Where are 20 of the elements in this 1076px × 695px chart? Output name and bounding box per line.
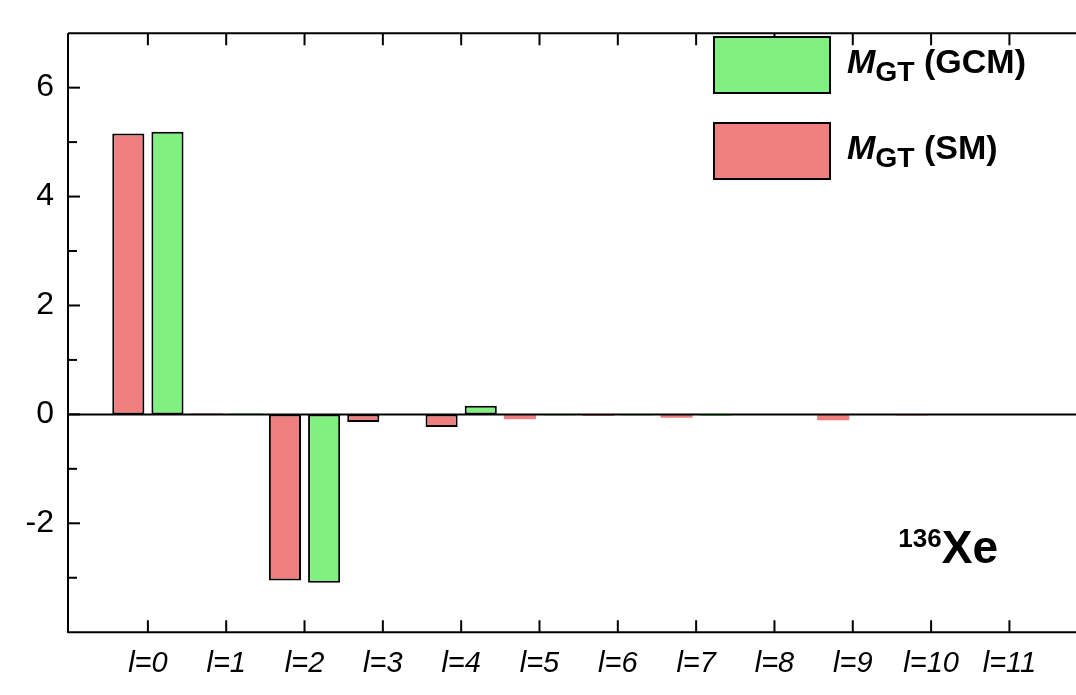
x-tick-label: l=9	[833, 645, 873, 678]
x-tick-label: l=2	[284, 645, 325, 678]
y-tick-label: -2	[25, 503, 54, 540]
x-tick-label: l=5	[519, 645, 561, 678]
x-tick-label: l=3	[363, 645, 403, 678]
annotation: $^{136}$Xe	[898, 520, 998, 574]
y-tick-label: 4	[36, 176, 54, 213]
x-tick-label: l=10	[903, 645, 959, 678]
y-tick-label: 6	[36, 67, 54, 104]
x-tick-label: l=11	[982, 645, 1037, 678]
x-tick-label: l=1	[206, 645, 246, 678]
legend-label: M$_{GT}$ (SM)	[846, 128, 998, 174]
x-tick-label: l=0	[128, 645, 168, 678]
x-tick-label: l=8	[754, 645, 795, 678]
x-tick-label: l=6	[598, 645, 639, 678]
y-tick-label: 0	[36, 394, 54, 431]
y-tick-label: 2	[36, 285, 54, 322]
x-tick-label: l=7	[676, 645, 718, 678]
legend-label: M$_{GT}$ (GCM)	[846, 42, 1026, 88]
x-tick-label: l=4	[441, 645, 481, 678]
